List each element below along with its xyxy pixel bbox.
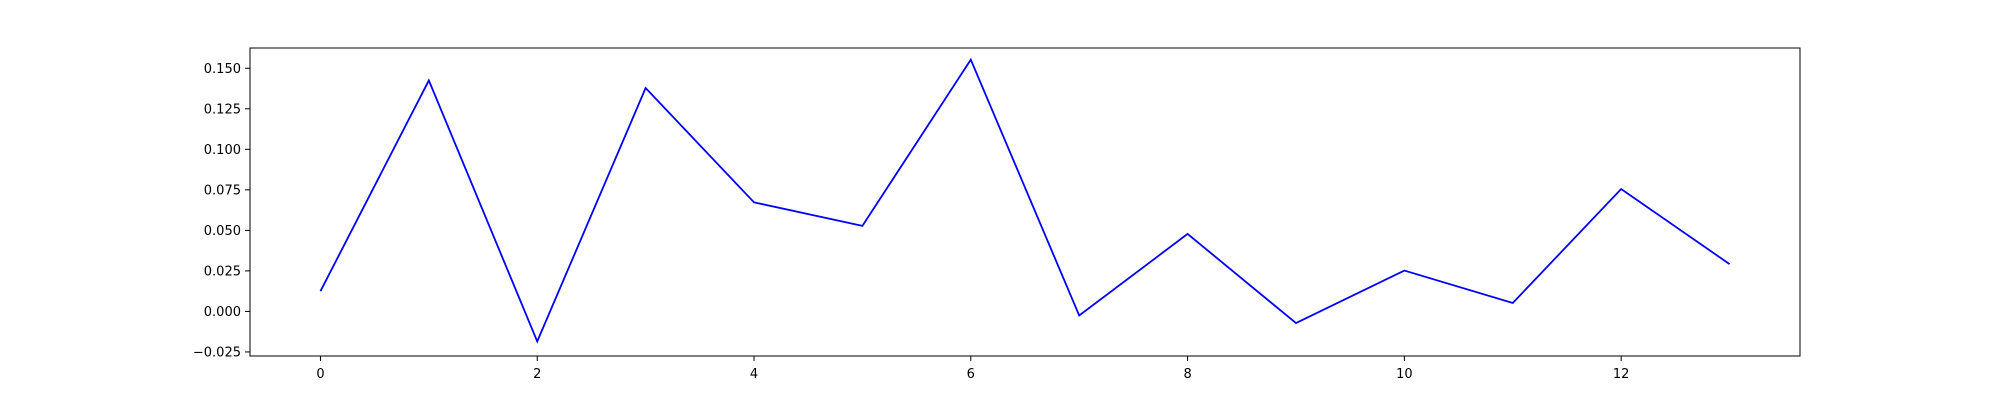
x-axis-ticks: 0 2 4 6 8 10 12 (316, 356, 1629, 382)
y-tick-label: −0.025 (193, 345, 241, 360)
y-tick-label: 0.125 (204, 102, 241, 117)
y-tick-label: 0.150 (204, 62, 241, 77)
x-tick-label: 8 (1183, 367, 1191, 382)
y-tick-label: 0.050 (204, 224, 241, 239)
x-tick-label: 4 (750, 367, 758, 382)
x-tick-label: 12 (1613, 367, 1630, 382)
y-tick-label: 0.100 (204, 143, 241, 158)
y-axis-ticks: −0.025 0.000 0.025 0.050 0.075 0.100 0.125 0.15… (193, 62, 250, 360)
x-tick-label: 2 (533, 367, 541, 382)
x-tick-label: 0 (316, 367, 324, 382)
plot-area-frame (249, 47, 1801, 357)
x-tick-label: 6 (967, 367, 975, 382)
x-tick-label: 10 (1396, 367, 1413, 382)
series-layer (319, 57, 1731, 344)
y-tick-label: 0.000 (204, 305, 241, 320)
y-tick-label: 0.025 (204, 264, 241, 279)
series-line (319, 57, 1731, 344)
y-tick-label: 0.075 (204, 183, 241, 198)
